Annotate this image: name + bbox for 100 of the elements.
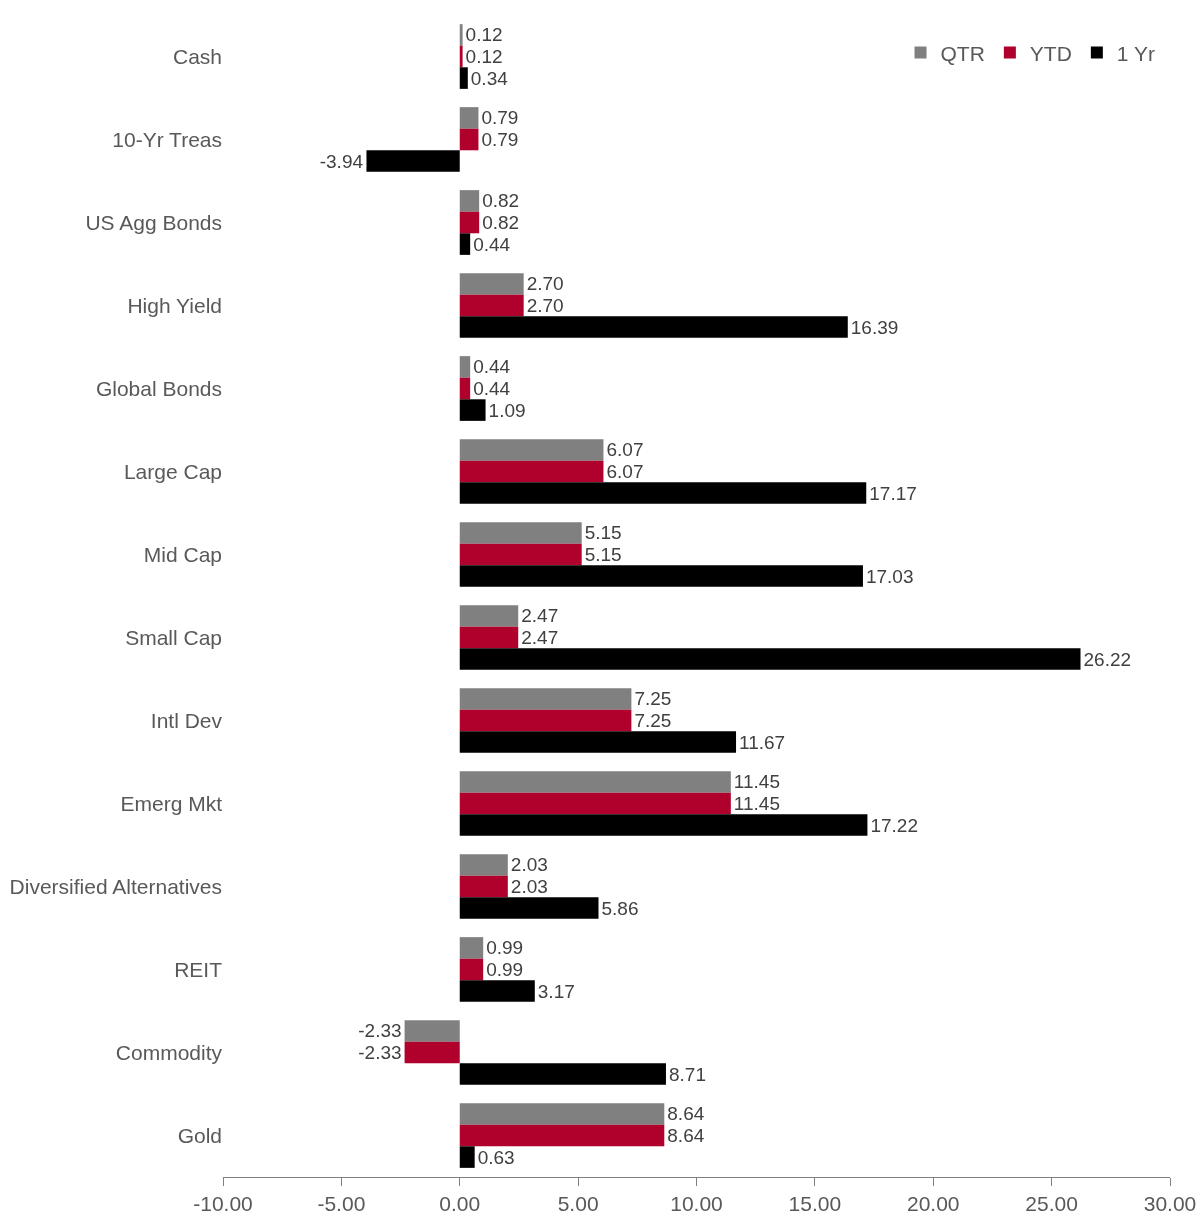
y-tick-label: Global Bonds xyxy=(95,376,222,400)
x-tick-label: 5.00 xyxy=(557,1192,599,1216)
bar xyxy=(459,1103,665,1125)
data-label: 0.44 xyxy=(473,356,511,378)
legend-label: YTD xyxy=(1029,41,1072,65)
bar xyxy=(459,211,480,234)
bar xyxy=(459,937,484,959)
data-label: -2.33 xyxy=(358,1042,402,1063)
data-label: 17.22 xyxy=(870,814,918,836)
bar xyxy=(459,377,471,400)
data-label: 7.25 xyxy=(634,688,672,710)
legend-label: QTR xyxy=(940,41,985,65)
y-tick-label: Emerg Mkt xyxy=(120,791,223,815)
bar xyxy=(459,1063,666,1085)
data-label: 5.86 xyxy=(601,897,639,919)
bar xyxy=(459,688,632,710)
bar xyxy=(459,316,848,338)
bar xyxy=(459,522,582,544)
bar xyxy=(459,605,519,627)
data-label: 11.67 xyxy=(739,731,786,753)
data-label: 2.70 xyxy=(526,295,564,316)
data-label: 0.99 xyxy=(486,959,524,980)
bar xyxy=(459,958,484,981)
bar xyxy=(459,107,479,129)
data-label: 0.63 xyxy=(477,1146,515,1168)
data-label: 3.17 xyxy=(537,980,575,1002)
bar xyxy=(459,233,471,255)
data-label: 2.70 xyxy=(526,273,564,295)
data-label: 26.22 xyxy=(1083,648,1132,670)
data-label: 0.79 xyxy=(481,129,519,150)
x-tick-label: 10.00 xyxy=(670,1192,723,1216)
bar xyxy=(459,273,524,295)
data-label: 0.99 xyxy=(486,937,524,959)
bar xyxy=(459,648,1081,670)
data-label: -2.33 xyxy=(358,1020,402,1042)
bar xyxy=(459,45,463,68)
bar xyxy=(459,460,604,483)
data-label: 0.79 xyxy=(481,107,519,129)
bar xyxy=(459,875,508,898)
data-label: 7.25 xyxy=(634,710,672,731)
data-label: 5.15 xyxy=(584,544,622,565)
data-label: 8.64 xyxy=(667,1125,705,1146)
data-label: 2.03 xyxy=(510,854,548,876)
bar xyxy=(404,1041,460,1064)
y-tick-label: Cash xyxy=(172,44,222,68)
bar xyxy=(459,792,731,815)
y-tick-label: Diversified Alternatives xyxy=(9,874,222,898)
x-tick-label: 20.00 xyxy=(906,1192,960,1216)
bar xyxy=(459,626,519,649)
bar xyxy=(459,356,471,378)
data-label: 8.64 xyxy=(667,1103,705,1125)
data-label: 17.03 xyxy=(865,565,914,587)
bar xyxy=(459,1124,665,1147)
x-tick-label: 15.00 xyxy=(788,1192,842,1216)
y-tick-label: Gold xyxy=(177,1123,222,1147)
data-label: -3.94 xyxy=(319,150,364,172)
bar xyxy=(459,67,468,89)
bar xyxy=(366,150,460,172)
bar xyxy=(459,814,868,836)
data-label: 5.15 xyxy=(584,522,622,544)
data-label: 1.09 xyxy=(488,399,526,421)
data-label: 11.45 xyxy=(733,771,780,793)
data-label: 0.12 xyxy=(465,24,503,46)
bar xyxy=(459,128,479,151)
data-label: 0.44 xyxy=(473,378,511,399)
y-tick-label: 10-Yr Treas xyxy=(112,127,222,151)
bar xyxy=(459,24,463,46)
bar xyxy=(459,543,582,566)
bar xyxy=(459,439,604,461)
x-tick-label: 0.00 xyxy=(439,1192,481,1216)
data-label: 8.71 xyxy=(668,1063,706,1085)
data-label: 0.82 xyxy=(482,190,520,212)
data-label: 6.07 xyxy=(606,461,644,482)
bar xyxy=(459,399,486,421)
y-tick-label: High Yield xyxy=(127,293,222,317)
x-tick-label: 25.00 xyxy=(1025,1192,1078,1216)
y-tick-label: Commodity xyxy=(115,1040,223,1064)
x-tick-label: 30.00 xyxy=(1143,1192,1197,1216)
y-tick-label: US Agg Bonds xyxy=(85,210,222,234)
data-label: 2.47 xyxy=(521,627,559,648)
legend-label: 1 Yr xyxy=(1116,41,1155,65)
data-label: 2.47 xyxy=(521,605,559,627)
bar xyxy=(404,1020,460,1042)
y-tick-label: Large Cap xyxy=(123,459,222,483)
bar xyxy=(459,565,863,587)
bar xyxy=(459,731,737,753)
bar xyxy=(459,854,508,876)
data-label: 16.39 xyxy=(850,316,899,338)
bar xyxy=(459,1146,475,1168)
bar xyxy=(459,294,524,317)
y-tick-label: Mid Cap xyxy=(143,542,222,566)
y-tick-label: REIT xyxy=(174,957,223,981)
x-tick-label: -5.00 xyxy=(317,1192,366,1216)
x-tick-label: -10.00 xyxy=(193,1192,253,1216)
bar xyxy=(459,190,480,212)
data-label: 0.44 xyxy=(473,233,511,255)
bar xyxy=(459,709,632,732)
data-label: 2.03 xyxy=(510,876,548,897)
data-label: 17.17 xyxy=(869,482,917,504)
bar xyxy=(459,771,731,793)
